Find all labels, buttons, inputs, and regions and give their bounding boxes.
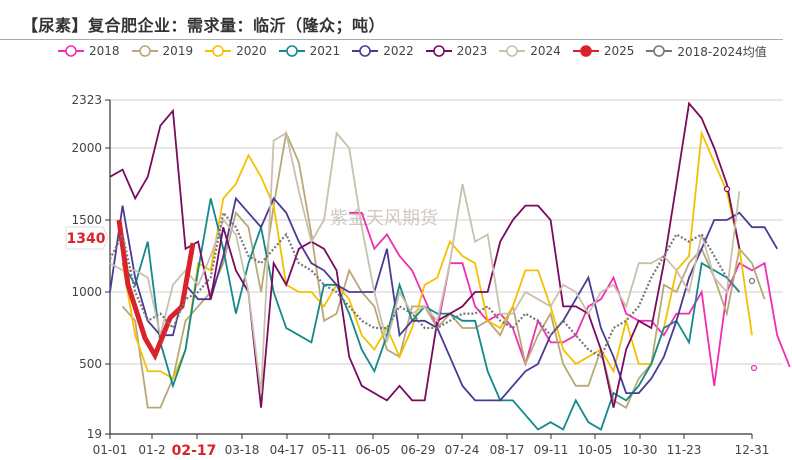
legend-marker-icon <box>131 45 158 57</box>
x-tick-label: 07-24 <box>445 443 480 457</box>
x-tick-label: 08-17 <box>490 443 525 457</box>
legend-item-2024[interactable]: 2024 <box>499 44 561 58</box>
y-tick-label: 500 <box>79 357 102 371</box>
legend-item-2022[interactable]: 2022 <box>352 44 414 58</box>
legend-marker-icon <box>425 45 452 57</box>
series-line-2018-2024均值[interactable] <box>109 210 741 359</box>
legend-item-2023[interactable]: 2023 <box>425 44 488 58</box>
legend-label: 2023 <box>456 44 488 58</box>
x-tick-label: 06-05 <box>356 443 391 457</box>
x-tick-label: 04-17 <box>270 443 305 457</box>
x-tick-label: 06-29 <box>401 443 436 457</box>
legend-label: 2024 <box>530 44 561 58</box>
legend-label: 2021 <box>309 44 341 58</box>
series-line-2023[interactable] <box>109 101 741 408</box>
x-tick-label: 10-30 <box>623 443 658 457</box>
y-tick-label: 19 <box>87 427 102 441</box>
current-value-label: 1340 <box>67 231 106 247</box>
x-tick-label: 05-11 <box>312 443 347 457</box>
legend-marker-icon <box>646 45 673 57</box>
legend-item-2020[interactable]: 2020 <box>205 44 267 58</box>
legend-item-2021[interactable]: 2021 <box>278 44 341 58</box>
chart-title: 【尿素】复合肥企业：需求量：临沂（隆众；吨） <box>22 16 386 35</box>
series-line-2018[interactable] <box>349 211 791 386</box>
legend-label: 2019 <box>162 44 194 58</box>
legend-item-2018[interactable]: 2018 <box>58 44 120 58</box>
watermark: 紫金天风期货 <box>330 208 438 229</box>
legend-marker-icon <box>58 45 84 57</box>
legend-item-2025[interactable]: 2025 <box>572 44 635 58</box>
series-line-2022[interactable] <box>109 196 778 402</box>
legend-item-2019[interactable]: 2019 <box>131 44 194 58</box>
series-line-2024[interactable] <box>109 131 741 394</box>
series-end-marker <box>748 277 756 285</box>
legend-label: 2025 <box>603 44 635 58</box>
title-divider <box>0 39 783 40</box>
y-tick-label: 1000 <box>71 285 102 299</box>
x-tick-label: 03-18 <box>225 443 260 457</box>
legend-marker-icon <box>499 45 526 57</box>
x-tick-label: 12-31 <box>735 443 770 457</box>
x-tick-label: 10-05 <box>578 443 613 457</box>
y-tick-label: 1500 <box>71 213 102 227</box>
x-tick-label: 09-11 <box>534 443 569 457</box>
current-date-label: 02-17 <box>172 443 217 459</box>
y-tick-label: 2000 <box>71 141 102 155</box>
y-tick-label: 2323 <box>71 93 102 107</box>
legend-marker-icon <box>278 45 305 57</box>
x-tick-label: 01-01 <box>93 443 128 457</box>
legend-label: 2020 <box>236 44 267 58</box>
current-value-badge <box>65 226 109 250</box>
legend-marker-icon <box>352 45 379 57</box>
x-tick-label: 01-2 <box>138 443 165 457</box>
series-end-marker <box>750 364 758 372</box>
x-tick-label: 11-23 <box>667 443 702 457</box>
legend-label: 2018-2024均值 <box>677 44 767 59</box>
legend-label: 2018 <box>89 44 120 58</box>
legend-label: 2022 <box>383 44 414 58</box>
legend-marker-icon <box>572 45 599 57</box>
series-line-2025[interactable] <box>116 219 196 362</box>
series-line-2021[interactable] <box>121 198 741 431</box>
series-end-marker <box>723 185 731 193</box>
legend-item-2018-2024均值[interactable]: 2018-2024均值 <box>646 43 767 60</box>
legend-marker-icon <box>205 45 232 57</box>
series-line-2019[interactable] <box>121 130 766 409</box>
series-line-2020[interactable] <box>121 129 753 380</box>
chart-legend: 2018 2019 2020 2021 2022 2023 2024 2025 2018-202… <box>58 42 779 60</box>
